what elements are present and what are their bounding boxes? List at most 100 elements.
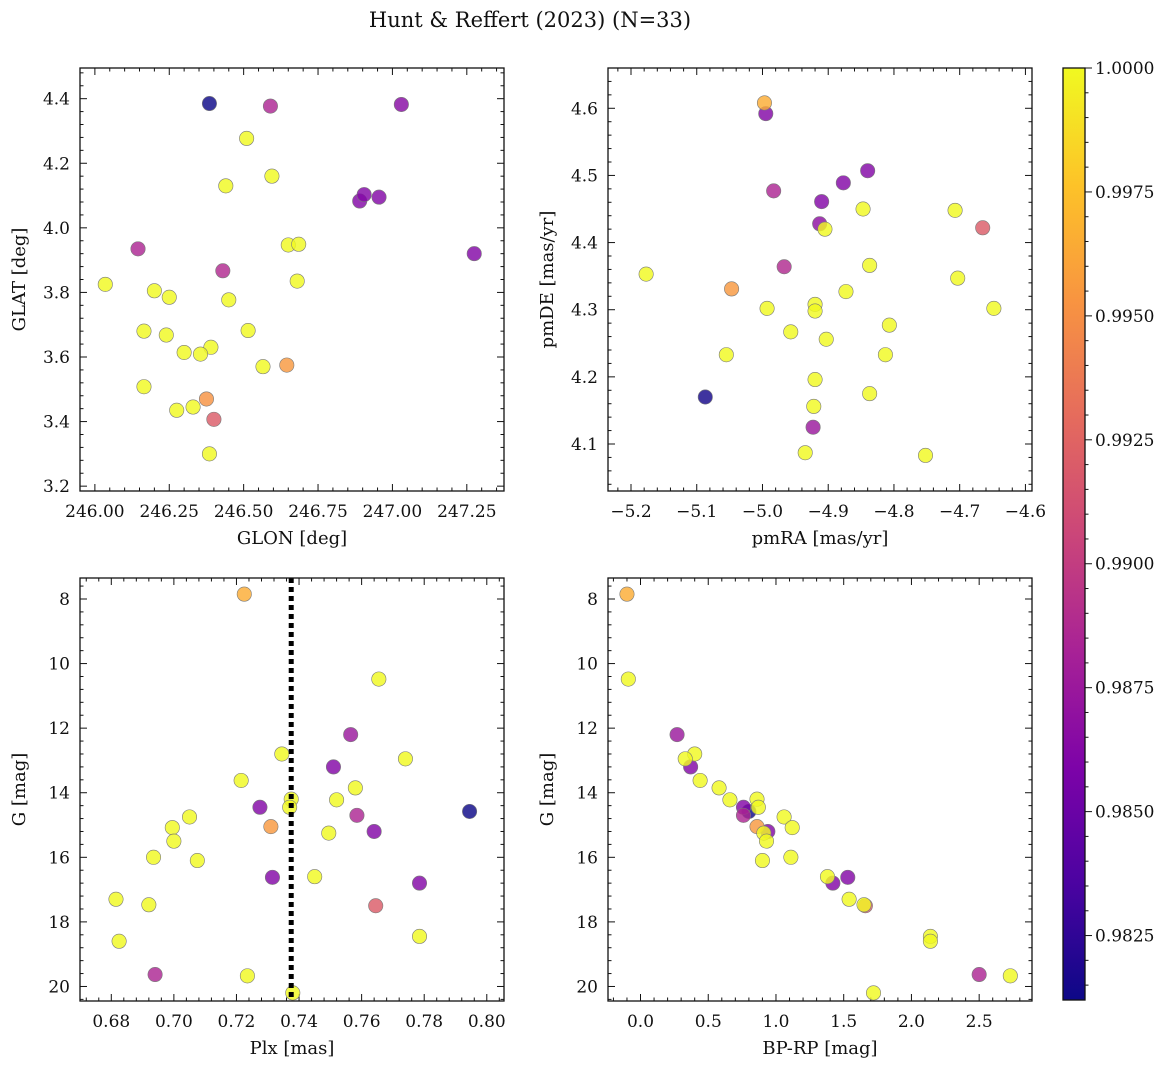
x-tick-label: 2.5 xyxy=(966,1012,993,1032)
data-point xyxy=(750,799,766,815)
y-tick-label: 20 xyxy=(48,977,70,997)
y-axis-label: pmDE [mas/yr] xyxy=(537,211,558,349)
y-tick-label: 16 xyxy=(48,848,70,868)
data-point xyxy=(166,833,182,849)
data-point xyxy=(349,807,365,823)
data-point xyxy=(393,96,409,112)
data-point xyxy=(724,281,740,297)
data-point xyxy=(136,379,152,395)
data-point xyxy=(307,869,323,885)
data-point xyxy=(347,780,363,796)
x-tick-label: 0.0 xyxy=(627,1012,654,1032)
data-point xyxy=(881,317,897,333)
x-tick-label: 246.50 xyxy=(214,502,273,522)
data-point xyxy=(862,386,878,402)
y-tick-label: 20 xyxy=(576,977,598,997)
x-tick-label: 0.5 xyxy=(695,1012,722,1032)
data-point xyxy=(176,344,192,360)
x-tick-label: −4.9 xyxy=(808,502,849,522)
colorbar-tick-label: 0.9825 xyxy=(1095,927,1154,947)
colorbar-tick-label: 1.0000 xyxy=(1095,59,1154,79)
data-point xyxy=(321,825,337,841)
data-point xyxy=(877,347,893,363)
data-point xyxy=(819,869,835,885)
data-point xyxy=(147,967,163,983)
data-point xyxy=(805,419,821,435)
data-point xyxy=(866,985,882,1001)
data-point xyxy=(201,96,217,112)
x-tick-label: 0.80 xyxy=(468,1012,506,1032)
y-tick-label: 4.4 xyxy=(43,90,70,110)
data-point xyxy=(371,671,387,687)
x-tick-label: 0.68 xyxy=(92,1012,130,1032)
data-point xyxy=(856,897,872,913)
data-point xyxy=(818,331,834,347)
data-point xyxy=(203,339,219,355)
data-point xyxy=(766,183,782,199)
data-point xyxy=(146,849,162,865)
panel-cmd-color: 0.0 0.5 1.0 1.5 2.0 2.5 8 10 12 14 16 18 20 BP-RP [ma… xyxy=(537,577,1033,1059)
data-point xyxy=(783,849,799,865)
y-tick-label: 3.6 xyxy=(43,348,70,368)
x-tick-label: −4.6 xyxy=(1005,502,1046,522)
y-tick-label: 3.4 xyxy=(43,413,70,433)
y-tick-label: 4.0 xyxy=(43,219,70,239)
data-point xyxy=(855,201,871,217)
colorbar-gradient xyxy=(1063,68,1085,1000)
y-tick-label: 12 xyxy=(576,719,598,739)
x-tick-label: −5.0 xyxy=(742,502,783,522)
y-tick-label: 8 xyxy=(587,590,598,610)
panel-cmd-parallax: 0.68 0.70 0.72 0.74 0.76 0.78 0.80 8 10 12 14 16 18 2… xyxy=(9,577,506,1059)
data-point xyxy=(108,891,124,907)
data-point xyxy=(784,820,800,836)
x-axis-label: Plx [mas] xyxy=(250,1038,335,1059)
data-point xyxy=(947,202,963,218)
x-tick-label: −4.7 xyxy=(939,502,980,522)
x-tick-label: 2.0 xyxy=(898,1012,925,1032)
data-point xyxy=(797,445,813,461)
data-point xyxy=(814,194,830,210)
data-point xyxy=(1002,968,1018,984)
data-point xyxy=(975,220,991,236)
x-tick-label: −5.2 xyxy=(610,502,651,522)
y-tick-label: 18 xyxy=(48,913,70,933)
y-tick-label: 14 xyxy=(48,784,70,804)
x-tick-label: 247.25 xyxy=(437,502,496,522)
y-tick-label: 3.2 xyxy=(43,477,70,497)
x-tick-label: 246.25 xyxy=(140,502,199,522)
data-point xyxy=(97,276,113,292)
x-axis-label: BP-RP [mag] xyxy=(762,1038,877,1059)
data-point xyxy=(164,820,180,836)
plot-frame xyxy=(607,67,1033,492)
y-tick-label: 4.1 xyxy=(571,435,598,455)
data-point xyxy=(986,300,1002,316)
data-point xyxy=(950,270,966,286)
data-point xyxy=(279,357,295,373)
x-tick-label: −5.1 xyxy=(676,502,717,522)
data-point xyxy=(198,391,214,407)
colorbar: 0.9825 0.9850 0.9875 0.9900 0.9925 0.9950 0.99… xyxy=(1062,59,1154,1001)
colorbar-tick-label: 0.9925 xyxy=(1095,431,1154,451)
panel-sky: 246.00 246.25 246.50 246.75 247.00 247.25 3.2 3… xyxy=(9,67,505,549)
x-axis-label: pmRA [mas/yr] xyxy=(752,528,889,549)
data-point xyxy=(776,259,792,275)
data-point xyxy=(161,289,177,305)
colorbar-frame xyxy=(1062,67,1086,1001)
colorbar-tick-label: 0.9900 xyxy=(1095,555,1154,575)
x-tick-label: 0.76 xyxy=(343,1012,381,1032)
data-point xyxy=(169,402,185,418)
data-point xyxy=(638,266,654,282)
data-point xyxy=(264,168,280,184)
data-point xyxy=(860,163,876,179)
axis-ticks xyxy=(608,578,1032,1001)
colorbar-tick-label: 0.9950 xyxy=(1095,307,1154,327)
data-point xyxy=(807,303,823,319)
data-point xyxy=(754,853,770,869)
data-point xyxy=(236,586,252,602)
colorbar-tick-label: 0.9875 xyxy=(1095,679,1154,699)
y-tick-label: 4.6 xyxy=(571,99,598,119)
data-point xyxy=(619,586,635,602)
data-point xyxy=(130,241,146,257)
data-point xyxy=(759,300,775,316)
